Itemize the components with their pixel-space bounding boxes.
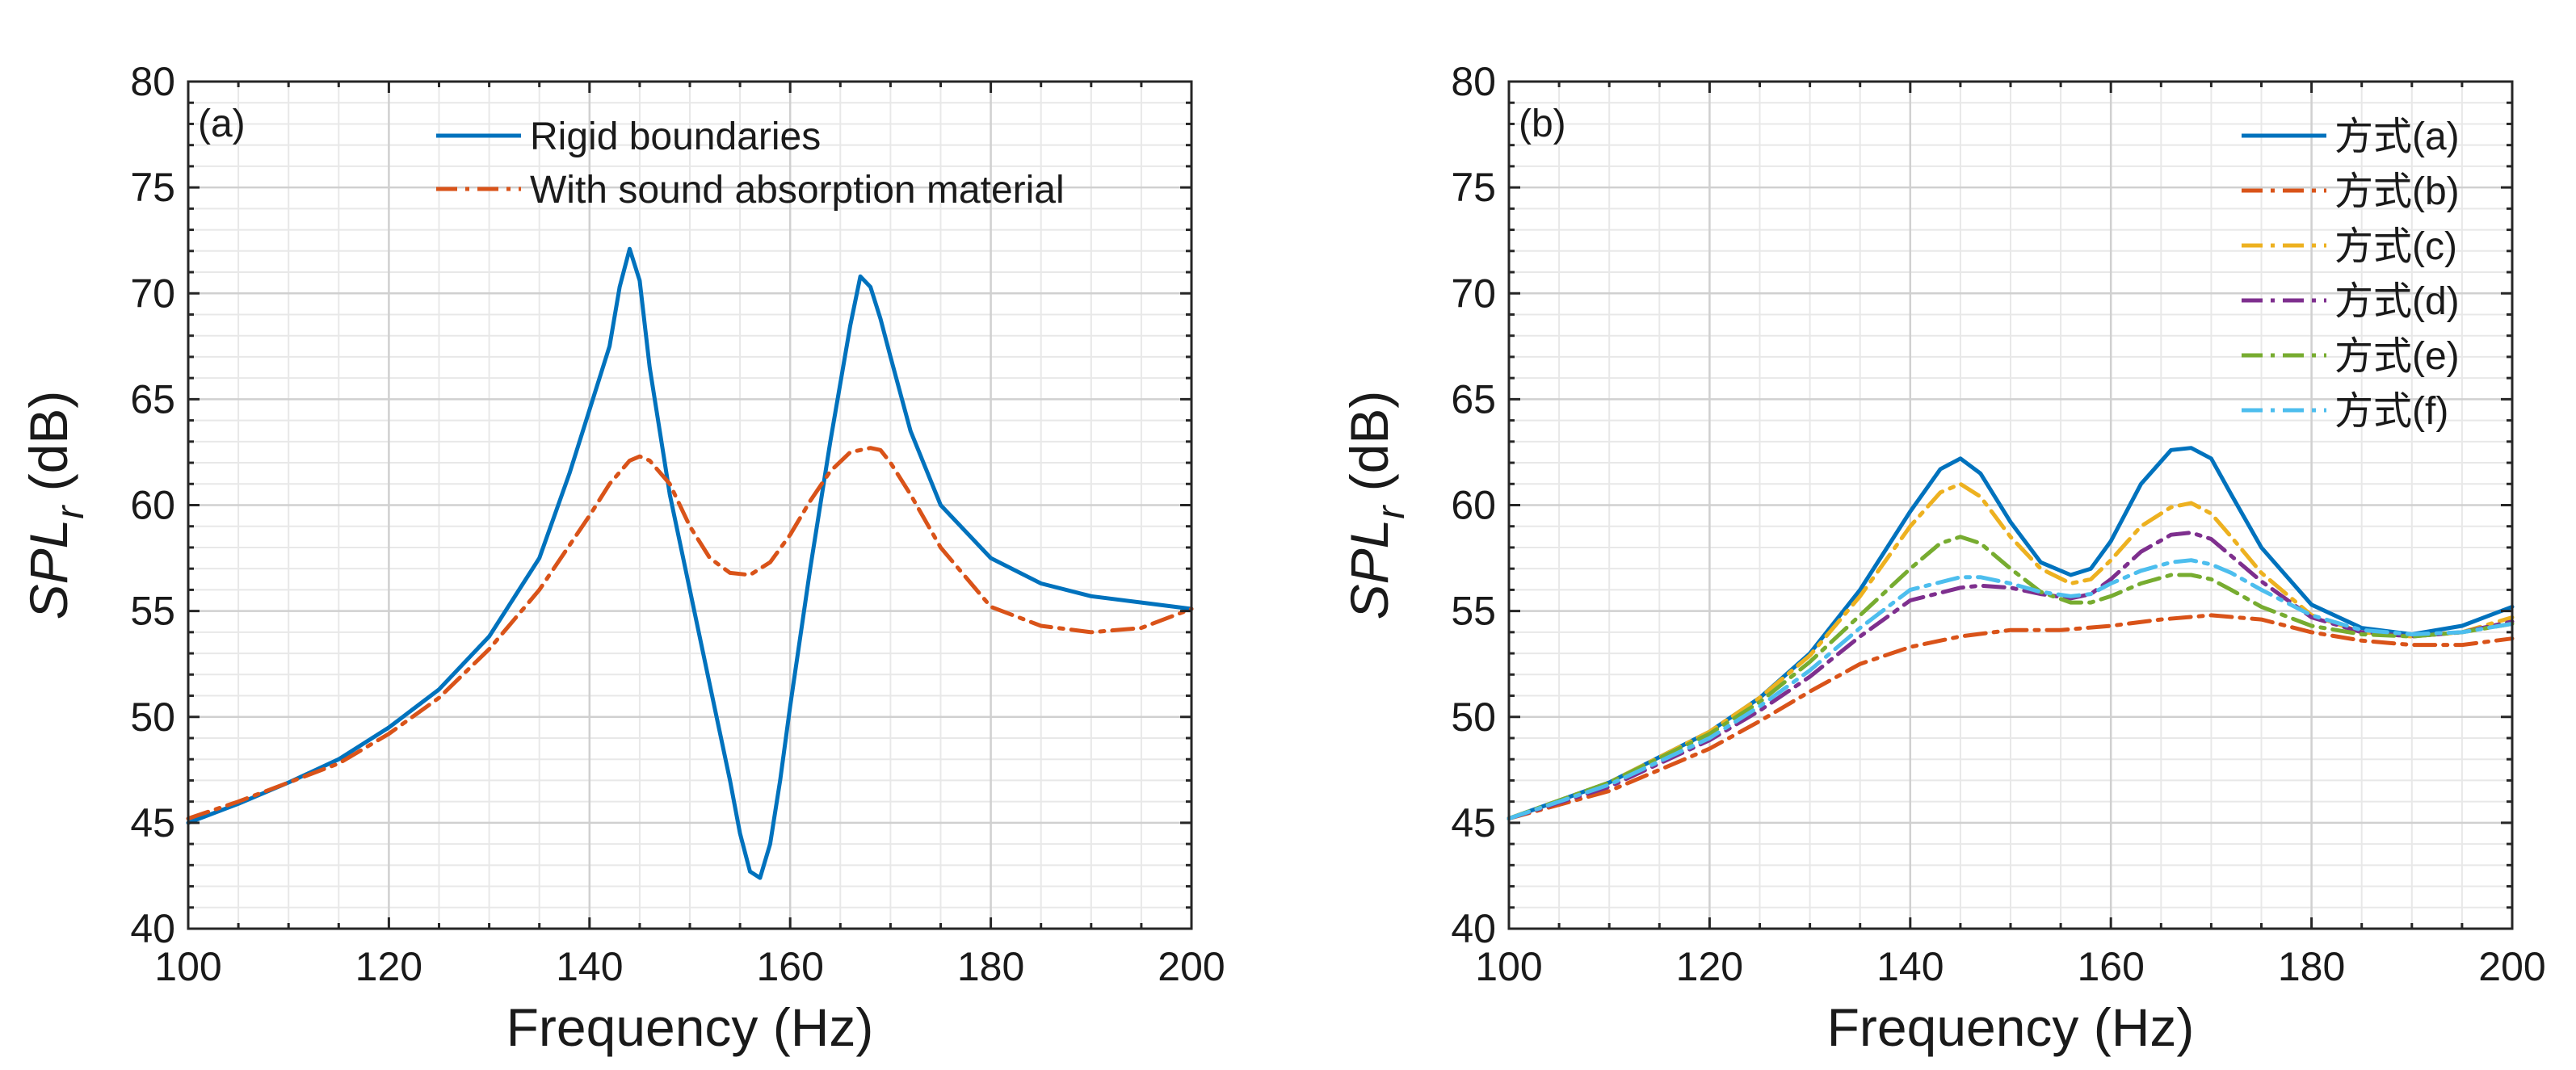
y-tick-label: 65 bbox=[1451, 376, 1496, 422]
x-tick-label: 200 bbox=[2478, 944, 2545, 989]
legend-label-3: 方式(c) bbox=[2334, 225, 2457, 268]
series-line-5 bbox=[1507, 535, 2515, 821]
y-tick-label: 55 bbox=[130, 589, 175, 634]
y-tick-label: 50 bbox=[130, 694, 175, 740]
y-axis-title-main: SPL bbox=[1339, 519, 1399, 620]
y-axis-title: SPLr (dB) bbox=[1339, 391, 1413, 620]
legend-label-1: 方式(a) bbox=[2334, 115, 2460, 158]
x-tick-label: 160 bbox=[756, 944, 823, 989]
y-tick-label: 75 bbox=[1451, 165, 1496, 210]
series-line-2 bbox=[1507, 613, 2515, 821]
y-tick-label: 45 bbox=[1451, 800, 1496, 846]
panel-tag: (a) bbox=[198, 103, 246, 145]
legend-label-2: With sound absorption material bbox=[530, 169, 1065, 212]
y-axis-title-unit: (dB) bbox=[1339, 391, 1399, 506]
chart-panel-a: 100 120 140 160 180 200 40 45 50 55 60 65 70 75 80 Freq… bbox=[19, 59, 1225, 1057]
grid bbox=[187, 80, 1193, 930]
y-tick-label: 55 bbox=[1451, 589, 1496, 634]
legend-label-1: Rigid boundaries bbox=[530, 115, 821, 158]
legend-label-2: 方式(b) bbox=[2334, 170, 2460, 213]
y-tick-label: 70 bbox=[130, 271, 175, 316]
x-tick-label: 200 bbox=[1158, 944, 1225, 989]
x-tick-label: 120 bbox=[355, 944, 422, 989]
y-tick-label: 75 bbox=[130, 165, 175, 210]
y-axis-title-main: SPL bbox=[19, 519, 78, 620]
axes bbox=[1507, 80, 2514, 930]
y-tick-label: 65 bbox=[130, 376, 175, 422]
x-tick-label: 180 bbox=[957, 944, 1024, 989]
series-line-6 bbox=[1507, 558, 2515, 821]
x-tick-label: 100 bbox=[154, 944, 221, 989]
y-tick-label: 45 bbox=[130, 800, 175, 846]
y-axis-title: SPLr (dB) bbox=[19, 391, 92, 620]
legend-label-6: 方式(f) bbox=[2334, 390, 2448, 433]
y-tick-label: 40 bbox=[130, 906, 175, 951]
series-line-2 bbox=[186, 446, 1194, 821]
x-tick-label: 120 bbox=[1676, 944, 1743, 989]
y-tick-label: 50 bbox=[1451, 694, 1496, 740]
y-axis-title-unit: (dB) bbox=[19, 391, 78, 506]
panel-tag: (b) bbox=[1519, 103, 1566, 145]
x-axis-title: Frequency (Hz) bbox=[1827, 997, 2195, 1057]
x-tick-label: 160 bbox=[2077, 944, 2144, 989]
y-tick-label: 80 bbox=[130, 59, 175, 104]
series-line-3 bbox=[1507, 481, 2515, 821]
x-tick-label: 140 bbox=[1876, 944, 1944, 989]
x-axis-title: Frequency (Hz) bbox=[506, 997, 874, 1057]
y-tick-label: 80 bbox=[1451, 59, 1496, 104]
x-tick-label: 180 bbox=[2278, 944, 2345, 989]
y-axis-title-subscript: r bbox=[1370, 505, 1413, 519]
series-line-1 bbox=[186, 246, 1194, 880]
y-tick-label: 70 bbox=[1451, 271, 1496, 316]
legend-label-5: 方式(e) bbox=[2334, 335, 2460, 378]
legend-label-4: 方式(d) bbox=[2334, 280, 2460, 323]
legend: 方式(a) 方式(b) 方式(c) 方式(d) 方式(e) 方式(f) bbox=[2242, 115, 2460, 433]
y-tick-label: 40 bbox=[1451, 906, 1496, 951]
legend: Rigid boundaries With sound absorption ma… bbox=[436, 115, 1065, 212]
y-axis-title-subscript: r bbox=[49, 505, 92, 519]
x-tick-label: 100 bbox=[1475, 944, 1542, 989]
series-line-4 bbox=[1507, 531, 2515, 821]
y-tick-label: 60 bbox=[130, 483, 175, 528]
x-tick-label: 140 bbox=[556, 944, 623, 989]
y-tick-label: 60 bbox=[1451, 483, 1496, 528]
axes bbox=[187, 80, 1193, 930]
chart-panel-b: 100 120 140 160 180 200 40 45 50 55 60 65 70 75 80 Freq… bbox=[1339, 59, 2546, 1057]
